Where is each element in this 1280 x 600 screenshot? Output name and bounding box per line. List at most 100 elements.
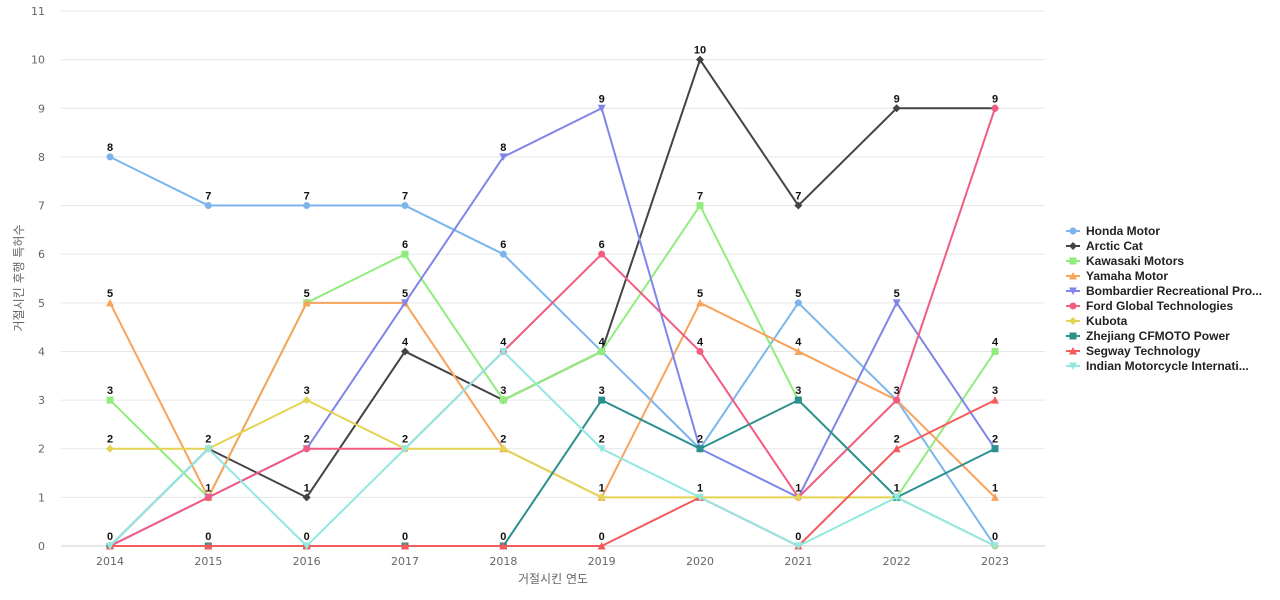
data-point[interactable]	[598, 347, 606, 355]
data-point[interactable]	[991, 493, 999, 501]
legend-item[interactable]: Bombardier Recreational Pro...	[1066, 284, 1262, 298]
x-tick-label: 2017	[391, 555, 419, 568]
data-point[interactable]	[893, 396, 901, 404]
data-label: 1	[795, 482, 801, 494]
legend-marker	[1069, 302, 1077, 310]
data-point[interactable]	[794, 299, 802, 307]
data-label: 5	[697, 288, 703, 300]
data-point[interactable]	[892, 493, 901, 502]
data-label: 9	[599, 93, 605, 105]
data-label: 2	[107, 434, 113, 446]
data-point[interactable]	[401, 250, 409, 258]
data-point[interactable]	[696, 202, 704, 210]
data-label: 1	[304, 482, 310, 494]
data-label: 4	[697, 336, 704, 348]
legend-marker	[1069, 227, 1077, 235]
grid-lines	[61, 10, 1045, 498]
data-point[interactable]	[696, 493, 704, 502]
data-point[interactable]	[991, 445, 999, 453]
y-tick-label: 9	[38, 102, 45, 115]
data-point[interactable]	[892, 104, 901, 113]
data-point[interactable]	[499, 153, 508, 161]
data-point[interactable]	[794, 347, 803, 355]
data-point[interactable]	[106, 444, 114, 453]
data-label: 0	[599, 531, 605, 543]
data-point[interactable]	[302, 298, 311, 307]
data-point[interactable]	[401, 299, 409, 307]
legend-item[interactable]: Arctic Cat	[1066, 239, 1143, 253]
series-line	[110, 399, 996, 547]
data-point[interactable]	[204, 542, 213, 550]
data-point[interactable]	[302, 396, 311, 405]
data-label: 5	[304, 288, 310, 300]
data-point[interactable]	[303, 445, 311, 453]
data-point[interactable]	[597, 542, 606, 550]
data-point[interactable]	[302, 542, 311, 551]
data-point[interactable]	[499, 444, 508, 453]
legend-marker	[1069, 317, 1077, 325]
data-point[interactable]	[401, 445, 409, 453]
legend-item[interactable]: Honda Motor	[1066, 224, 1160, 238]
data-point[interactable]	[892, 299, 901, 307]
data-point[interactable]	[991, 104, 999, 112]
data-point[interactable]	[303, 202, 311, 210]
legend-item[interactable]: Indian Motorcycle Internati...	[1066, 359, 1249, 373]
data-label: 3	[599, 385, 605, 397]
legend-item[interactable]: Zhejiang CFMOTO Power	[1066, 329, 1230, 343]
data-point[interactable]	[499, 542, 508, 550]
legend-item[interactable]: Ford Global Technologies	[1066, 299, 1233, 313]
data-point[interactable]	[597, 493, 606, 502]
data-point[interactable]	[401, 542, 409, 550]
x-tick-label: 2021	[784, 555, 812, 568]
data-point[interactable]	[991, 542, 999, 551]
y-tick-label: 5	[38, 297, 45, 310]
data-point[interactable]	[204, 202, 212, 210]
legend-label: Kubota	[1086, 314, 1128, 328]
data-point[interactable]	[499, 250, 507, 258]
data-point[interactable]	[696, 55, 704, 64]
data-label: 5	[107, 288, 113, 300]
data-point[interactable]	[597, 445, 606, 453]
data-point[interactable]	[401, 347, 409, 356]
data-point[interactable]	[204, 445, 213, 453]
data-point[interactable]	[696, 298, 704, 307]
legend-item[interactable]: Yamaha Motor	[1066, 269, 1168, 283]
data-label: 2	[697, 434, 703, 446]
data-label: 5	[795, 288, 801, 300]
data-point[interactable]	[106, 396, 114, 404]
data-label: 0	[402, 531, 408, 543]
x-axis-title: 거절시킨 연도	[518, 572, 588, 586]
data-point[interactable]	[794, 493, 803, 502]
legend-item[interactable]: Kawasaki Motors	[1066, 254, 1184, 268]
data-point[interactable]	[106, 542, 114, 551]
legend-item[interactable]: Segway Technology	[1066, 344, 1201, 358]
data-point[interactable]	[499, 396, 507, 404]
data-point[interactable]	[794, 201, 803, 210]
data-point[interactable]	[401, 202, 409, 210]
data-point[interactable]	[302, 493, 311, 502]
data-point[interactable]	[204, 493, 212, 501]
data-point[interactable]	[991, 396, 999, 404]
legend-label: Bombardier Recreational Pro...	[1086, 284, 1262, 298]
data-point[interactable]	[794, 396, 802, 404]
data-label: 6	[500, 239, 506, 251]
data-point[interactable]	[991, 347, 999, 355]
data-point[interactable]	[598, 250, 606, 258]
data-point[interactable]	[598, 396, 606, 404]
data-label: 9	[992, 93, 998, 105]
data-label: 6	[599, 239, 605, 251]
data-point[interactable]	[597, 104, 606, 113]
data-point[interactable]	[106, 153, 114, 161]
data-point[interactable]	[106, 298, 114, 307]
series-line	[109, 107, 996, 547]
legend-item[interactable]: Kubota	[1066, 314, 1128, 328]
data-label: 4	[402, 336, 409, 348]
data-point[interactable]	[499, 347, 508, 356]
data-label: 0	[304, 531, 310, 543]
data-point[interactable]	[696, 445, 704, 453]
data-point[interactable]	[696, 347, 704, 355]
data-point[interactable]	[892, 444, 901, 453]
legend-label: Segway Technology	[1086, 344, 1201, 358]
data-point[interactable]	[794, 542, 803, 551]
